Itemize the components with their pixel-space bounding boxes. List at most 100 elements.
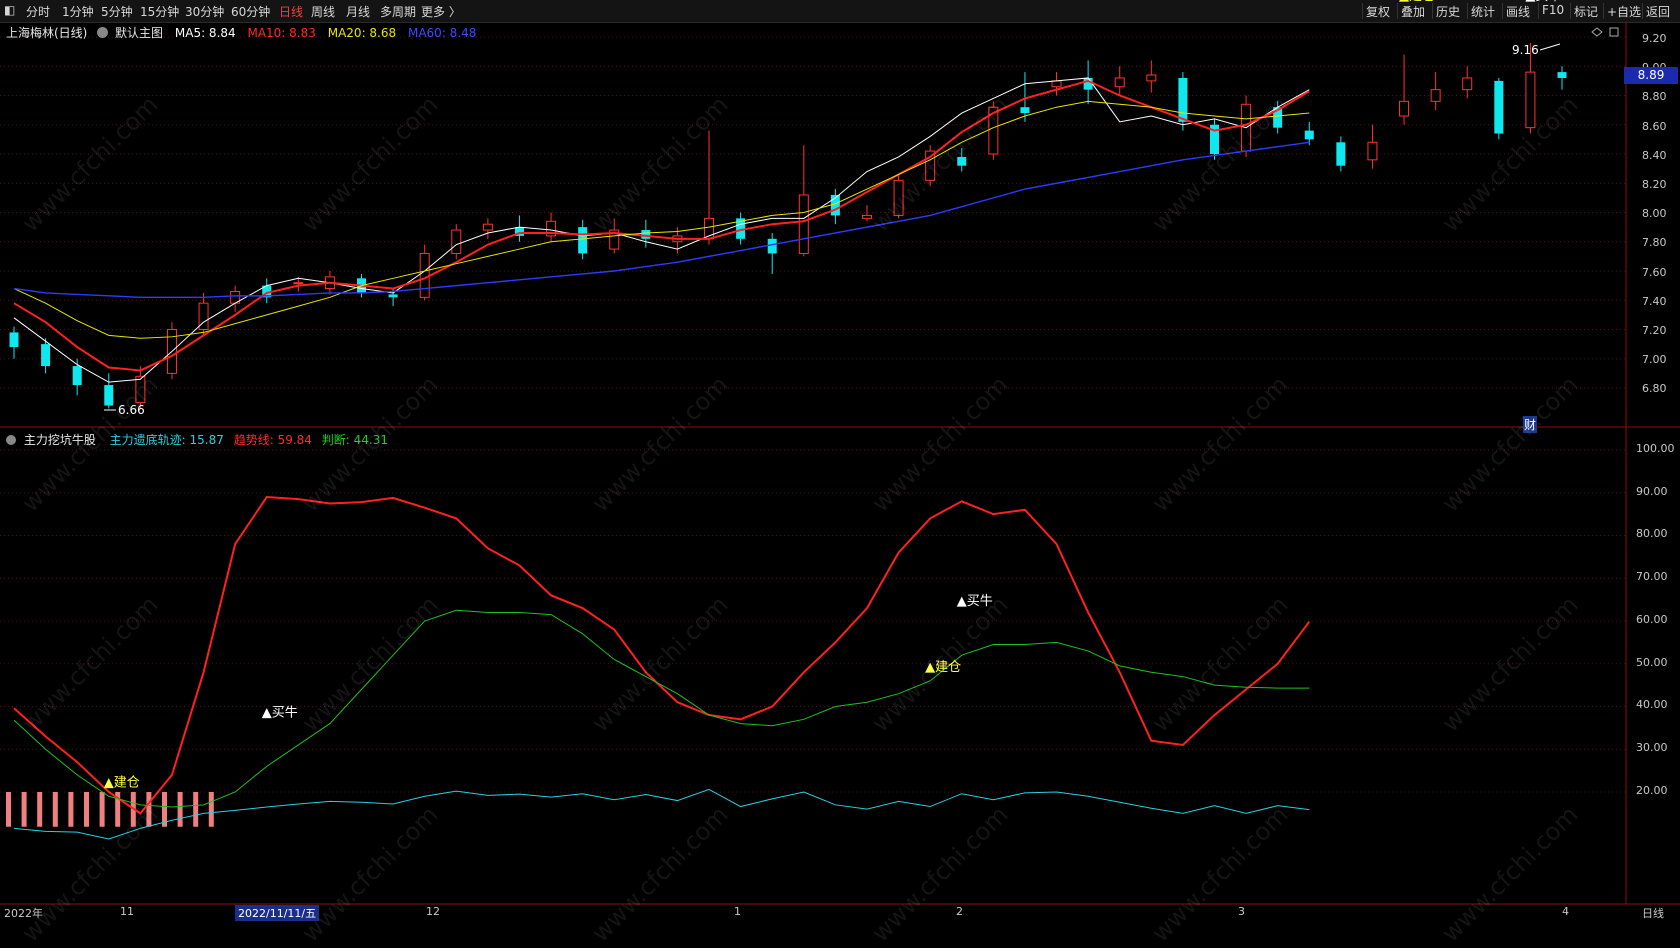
period-indicator[interactable]: 日线 xyxy=(1642,907,1664,920)
diamond-icon xyxy=(1591,27,1603,37)
panel-toggle-icon[interactable]: ◧ xyxy=(4,3,16,17)
toolbar-btn-3[interactable]: 统计 xyxy=(1471,5,1496,19)
template-name[interactable]: 默认主图 xyxy=(115,26,164,40)
ma60-value: MA60: 8.48 xyxy=(407,26,477,40)
period-5[interactable]: 60分钟 xyxy=(231,5,271,19)
price-tick: 8.00 xyxy=(1642,207,1667,221)
indicator-tick: 20.00 xyxy=(1636,783,1668,797)
candle-body-up xyxy=(1114,77,1125,88)
accumulation-bar xyxy=(146,792,152,827)
price-tick: 9.20 xyxy=(1642,32,1667,45)
date-tick: 2022年 xyxy=(4,907,43,920)
toolbar-sep xyxy=(1397,3,1398,19)
period-6[interactable]: 日线 xyxy=(279,5,304,19)
price-tick: 7.60 xyxy=(1642,265,1667,279)
ma-line-ma5 xyxy=(13,77,1310,383)
indicator-line-2 xyxy=(13,609,1310,808)
candle-body-down xyxy=(104,385,114,406)
indicator-info-bar: 主力挖坑牛股 主力遗底轨迹: 15.87 趋势线: 59.84 判断: 44.3… xyxy=(6,431,388,448)
high-arrow xyxy=(1539,43,1561,51)
candle-body-down xyxy=(72,366,82,386)
candle-body-down xyxy=(578,227,588,254)
accumulation-bar xyxy=(37,792,43,827)
indicator-tick: 30.00 xyxy=(1636,740,1668,754)
toolbar-sep xyxy=(1502,3,1503,19)
candle-body-up xyxy=(419,252,430,298)
period-3[interactable]: 15分钟 xyxy=(140,5,180,19)
indicator-line3: 判断: 44.31 xyxy=(321,433,388,447)
toolbar-btn-7[interactable]: +自选 xyxy=(1607,5,1642,19)
indicator-tick: 70.00 xyxy=(1636,570,1668,584)
candle-body-down xyxy=(1336,142,1346,166)
period-0[interactable]: 分时 xyxy=(26,5,51,19)
indicator-icon[interactable] xyxy=(6,435,16,445)
indicator-tick: 50.00 xyxy=(1636,655,1668,669)
indicator-tick: 60.00 xyxy=(1636,612,1668,626)
low-price-marker: 6.66 xyxy=(118,403,145,417)
accumulation-bar xyxy=(208,792,214,827)
template-icon[interactable] xyxy=(97,27,109,38)
price-tick: 7.20 xyxy=(1642,324,1667,337)
date-tick: 2022/11/11/五 xyxy=(235,905,320,921)
candle-body-down xyxy=(1304,130,1314,140)
toolbar-btn-8[interactable]: 返回 xyxy=(1646,5,1671,19)
candle-body-up xyxy=(1462,77,1473,91)
candle-body-up xyxy=(798,194,809,254)
price-tick: 8.60 xyxy=(1642,119,1667,133)
candle-body-up xyxy=(988,106,999,155)
indicator-line-1 xyxy=(13,495,1311,815)
candle-body-up xyxy=(293,282,304,285)
toolbar-btn-0[interactable]: 复权 xyxy=(1366,5,1391,19)
candle-body-down xyxy=(957,156,967,166)
toolbar-btn-1[interactable]: 叠加 xyxy=(1401,5,1426,19)
buy-signal: ▲买牛 xyxy=(262,705,298,720)
candle-body-down xyxy=(830,194,840,216)
candle-body-up xyxy=(609,229,620,250)
buy-signal: ▲买牛 xyxy=(1525,0,1561,4)
kline-chart[interactable]: ▲建仓 ▲建仓 ▲建仓 ▲买牛 ▲买牛 ▲买牛 xyxy=(0,0,1680,919)
high-price-marker: 9.16 xyxy=(1512,43,1539,57)
candle-body-down xyxy=(1557,72,1567,78)
candle-body-down xyxy=(641,230,651,239)
stock-name: 上海梅林(日线) xyxy=(6,26,88,40)
toolbar-btn-4[interactable]: 画线 xyxy=(1506,5,1531,19)
price-tick: 6.80 xyxy=(1642,382,1667,396)
candle-body-down xyxy=(388,294,398,298)
finance-marker[interactable]: 财 xyxy=(1523,416,1538,433)
indicator-name[interactable]: 主力挖坑牛股 xyxy=(23,433,96,447)
period-10[interactable]: 更多 〉 xyxy=(421,5,461,19)
main-info-bar: 上海梅林(日线) 默认主图 MA5: 8.84 MA10: 8.83 MA20:… xyxy=(6,24,476,41)
accumulation-bar xyxy=(84,792,89,827)
build-signal: ▲建仓 xyxy=(925,660,961,675)
toolbar-btn-5[interactable]: F10 xyxy=(1542,3,1565,17)
price-tick: 7.00 xyxy=(1642,353,1667,367)
toolbar-btn-6[interactable]: 标记 xyxy=(1574,5,1599,19)
period-1[interactable]: 1分钟 xyxy=(62,5,94,19)
indicator-line1: 主力遗底轨迹: 15.87 xyxy=(109,433,224,447)
candle-body-down xyxy=(1494,80,1504,134)
date-tick: 4 xyxy=(1562,905,1569,918)
toolbar-sep xyxy=(1570,3,1571,19)
period-7[interactable]: 周线 xyxy=(311,5,336,19)
accumulation-bar xyxy=(162,792,167,827)
settings-icon xyxy=(1609,27,1619,37)
candle-body-down xyxy=(1273,107,1283,128)
ma-line-ma20 xyxy=(13,100,1310,339)
candle-body-down xyxy=(262,285,272,298)
period-4[interactable]: 30分钟 xyxy=(185,5,225,19)
candle-body-up xyxy=(546,220,557,237)
candle-body-up xyxy=(1525,71,1536,129)
date-tick: 11 xyxy=(120,905,134,918)
period-2[interactable]: 5分钟 xyxy=(101,5,133,19)
ma20-value: MA20: 8.68 xyxy=(327,26,397,40)
ma-line-ma60 xyxy=(13,141,1310,299)
toolbar-btn-2[interactable]: 历史 xyxy=(1436,5,1461,19)
price-tick: 8.40 xyxy=(1642,148,1667,162)
period-9[interactable]: 多周期 xyxy=(380,5,417,19)
candle-body-up xyxy=(1051,80,1062,88)
candle-body-down xyxy=(41,344,51,367)
candle-body-down xyxy=(767,238,777,254)
candle-body-down xyxy=(736,218,746,239)
period-8[interactable]: 月线 xyxy=(346,5,371,19)
date-tick: 12 xyxy=(426,905,440,918)
